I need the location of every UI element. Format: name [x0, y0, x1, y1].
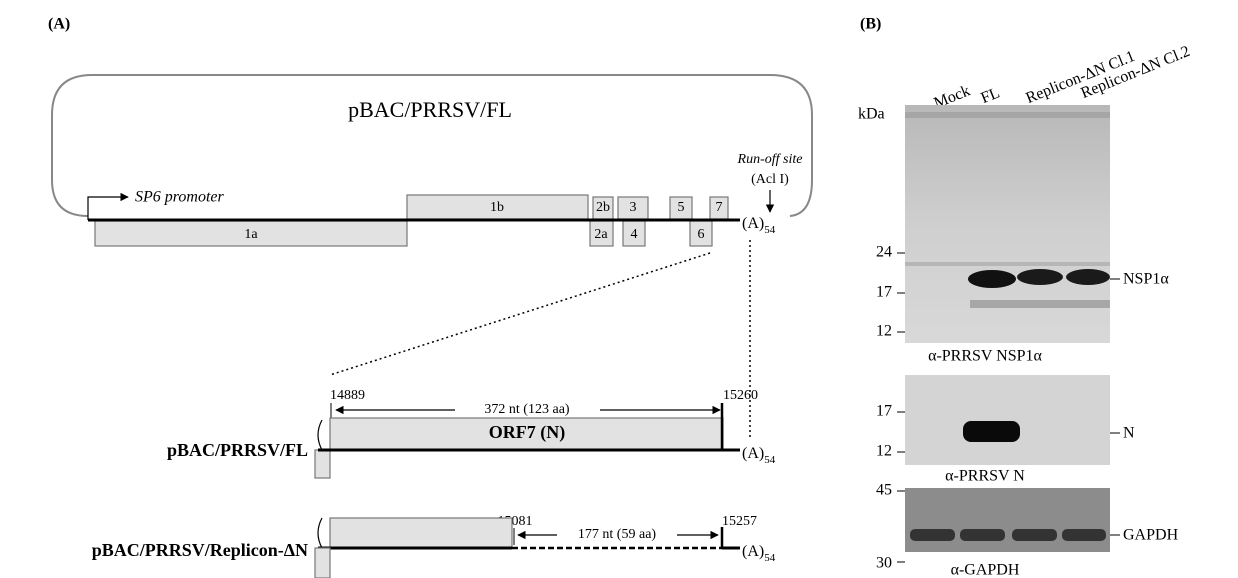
- polya-text: (A): [742, 543, 764, 560]
- marker-label: 17: [876, 403, 892, 420]
- polya-label: (A)54: [742, 543, 776, 564]
- plasmid-title: pBAC/PRRSV/FL: [348, 97, 512, 122]
- band-label: N: [1123, 425, 1135, 442]
- band-label: GAPDH: [1123, 527, 1179, 544]
- blot-band: [1012, 529, 1057, 541]
- position-label: 15257: [722, 514, 757, 529]
- length-label: 177 nt (59 aa): [578, 527, 656, 542]
- break-mark: [318, 420, 322, 450]
- construct-name: pBAC/PRRSV/FL: [167, 440, 308, 460]
- gene-label: 2a: [594, 227, 608, 242]
- polya-sub: 54: [764, 224, 776, 236]
- polya-text: (A): [742, 215, 764, 232]
- marker-label: 24: [876, 244, 892, 261]
- runoff-enzyme: (Acl I): [751, 172, 789, 187]
- blot-band: [963, 421, 1020, 442]
- marker-label: 30: [876, 555, 892, 572]
- marker-label: 17: [876, 284, 892, 301]
- orf-box: [330, 518, 512, 548]
- gene-label: 3: [630, 200, 637, 215]
- promoter-arrow: [88, 197, 128, 220]
- band-label: NSP1α: [1123, 271, 1169, 288]
- blot-band-faint: [905, 112, 1110, 118]
- antibody-label: α-PRRSV N: [945, 468, 1025, 485]
- polya-label: (A)54: [742, 215, 776, 236]
- blot-band: [1017, 269, 1063, 285]
- blot-band-faint: [970, 300, 1110, 308]
- polya-text: (A): [742, 445, 764, 462]
- upstream-stub: [315, 548, 330, 578]
- blot-band-faint: [905, 262, 1110, 266]
- blot: [905, 375, 1110, 465]
- promoter-label: SP6 promoter: [135, 189, 225, 206]
- lane-label: FL: [979, 84, 1003, 107]
- marker-label: 12: [876, 323, 892, 340]
- antibody-label: α-GAPDH: [951, 562, 1020, 578]
- polya-label: (A)54: [742, 445, 776, 466]
- polya-sub: 54: [764, 552, 776, 564]
- marker-label: 45: [876, 482, 892, 499]
- position-label: 15260: [723, 388, 758, 403]
- construct-name: pBAC/PRRSV/Replicon-ΔN: [92, 540, 308, 560]
- blot-band: [1066, 269, 1110, 285]
- blot-band: [960, 529, 1005, 541]
- unit-label: kDa: [858, 106, 885, 123]
- gene-label: 7: [716, 200, 723, 215]
- zoom-line: [330, 253, 710, 375]
- blot-band: [910, 529, 955, 541]
- upstream-stub: [315, 450, 330, 478]
- gene-label: 4: [631, 227, 638, 242]
- orf-label: ORF7 (N): [489, 422, 565, 443]
- panel-label: (B): [860, 16, 881, 33]
- position-label: 14889: [330, 388, 365, 403]
- figure: (A) pBAC/PRRSV/FL SP6 promoter Run-off s…: [0, 0, 1238, 578]
- gene-label: 1a: [244, 227, 258, 242]
- antibody-label: α-PRRSV NSP1α: [928, 348, 1042, 365]
- blot-band: [1062, 529, 1106, 541]
- blot: [905, 488, 1110, 552]
- polya-sub: 54: [764, 454, 776, 466]
- marker-label: 12: [876, 443, 892, 460]
- panel-label: (A): [48, 16, 70, 33]
- runoff-label: Run-off site: [737, 152, 803, 167]
- gene-label: 1b: [490, 200, 504, 215]
- blot-band: [968, 270, 1016, 288]
- break-mark: [318, 518, 322, 548]
- length-label: 372 nt (123 aa): [484, 402, 569, 417]
- gene-label: 6: [698, 227, 705, 242]
- gene-label: 5: [678, 200, 685, 215]
- gene-label: 2b: [596, 200, 610, 215]
